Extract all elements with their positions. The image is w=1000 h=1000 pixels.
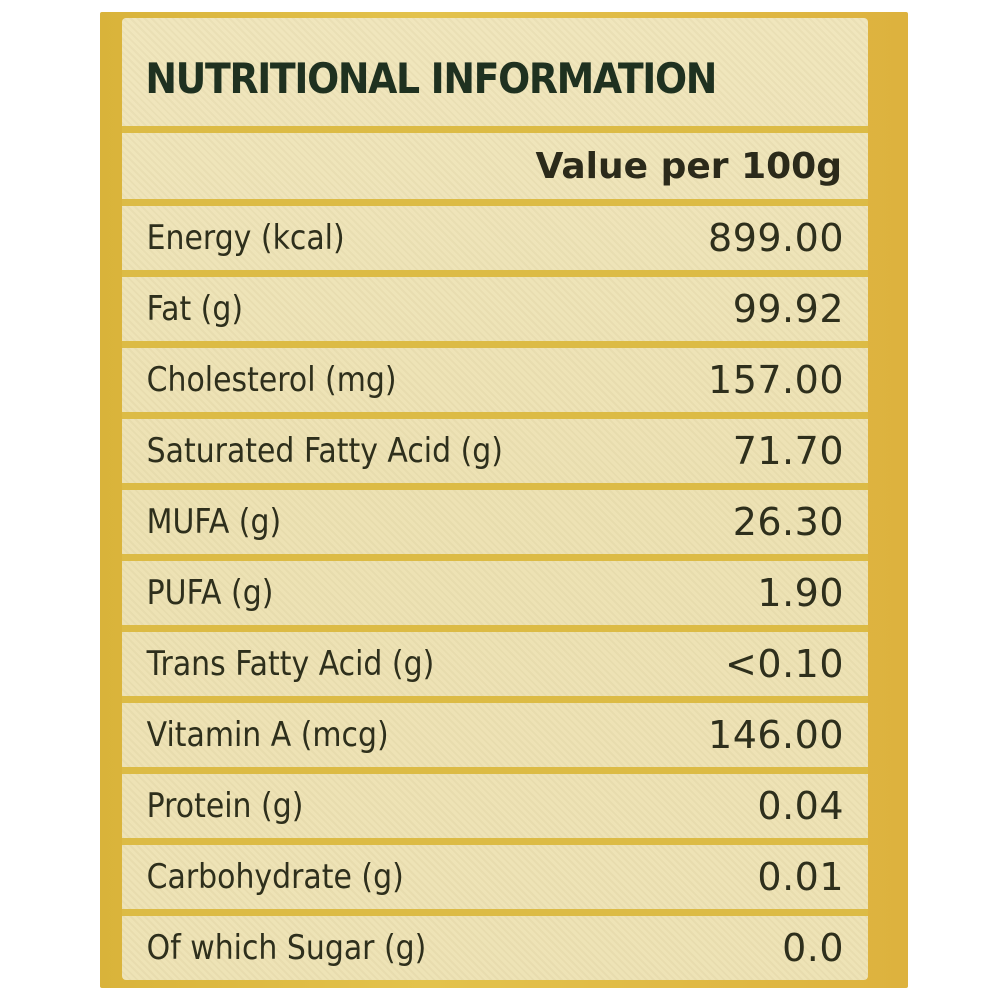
table-row: Cholesterol (mg) 157.00 — [122, 348, 868, 412]
divider — [122, 696, 868, 703]
page-title: NUTRITIONAL INFORMATION — [145, 53, 717, 103]
divider — [122, 412, 868, 419]
nutrient-value: 0.0 — [782, 926, 844, 970]
nutrient-name: Trans Fatty Acid (g) — [146, 644, 435, 684]
table-row: Saturated Fatty Acid (g) 71.70 — [122, 419, 868, 483]
table-row: Energy (kcal) 899.00 — [122, 206, 868, 270]
nutrient-name: Vitamin A (mcg) — [146, 715, 389, 755]
nutrient-name: Fat (g) — [146, 289, 244, 329]
nutrient-name: Carbohydrate (g) — [146, 857, 404, 897]
header-row: Value per 100g — [122, 133, 868, 199]
table-row: Protein (g) 0.04 — [122, 774, 868, 838]
nutrient-value: 0.01 — [757, 855, 844, 899]
nutrient-name: PUFA (g) — [146, 573, 274, 613]
nutrient-name: MUFA (g) — [146, 502, 282, 542]
divider — [122, 341, 868, 348]
nutrient-name: Cholesterol (mg) — [146, 360, 397, 400]
divider — [122, 199, 868, 206]
table-row: PUFA (g) 1.90 — [122, 561, 868, 625]
nutrient-name: Of which Sugar (g) — [146, 928, 427, 968]
nutrient-value: 99.92 — [732, 287, 844, 331]
divider — [122, 767, 868, 774]
nutrient-name: Energy (kcal) — [146, 218, 345, 258]
table-row: Of which Sugar (g) 0.0 — [122, 916, 868, 980]
nutrition-panel: NUTRITIONAL INFORMATION Value per 100g E… — [122, 18, 868, 980]
table-row: MUFA (g) 26.30 — [122, 490, 868, 554]
nutrient-name: Saturated Fatty Acid (g) — [146, 431, 503, 471]
title-row: NUTRITIONAL INFORMATION — [122, 32, 868, 124]
nutrient-value: 157.00 — [708, 358, 844, 402]
table-row: Trans Fatty Acid (g) <0.10 — [122, 632, 868, 696]
nutrient-value: 1.90 — [757, 571, 844, 615]
table-row: Fat (g) 99.92 — [122, 277, 868, 341]
divider — [122, 909, 868, 916]
nutrient-value: 899.00 — [708, 216, 844, 260]
nutrient-value: <0.10 — [725, 642, 844, 686]
divider — [122, 126, 868, 133]
divider — [122, 554, 868, 561]
divider — [122, 270, 868, 277]
table-row: Carbohydrate (g) 0.01 — [122, 845, 868, 909]
nutrient-value: 146.00 — [708, 713, 844, 757]
divider — [122, 483, 868, 490]
nutrient-value: 0.04 — [757, 784, 844, 828]
nutrient-value: 26.30 — [732, 500, 844, 544]
divider — [122, 838, 868, 845]
divider — [122, 625, 868, 632]
nutrient-name: Protein (g) — [146, 786, 304, 826]
column-header: Value per 100g — [535, 145, 843, 187]
nutrient-value: 71.70 — [732, 429, 844, 473]
table-row: Vitamin A (mcg) 146.00 — [122, 703, 868, 767]
